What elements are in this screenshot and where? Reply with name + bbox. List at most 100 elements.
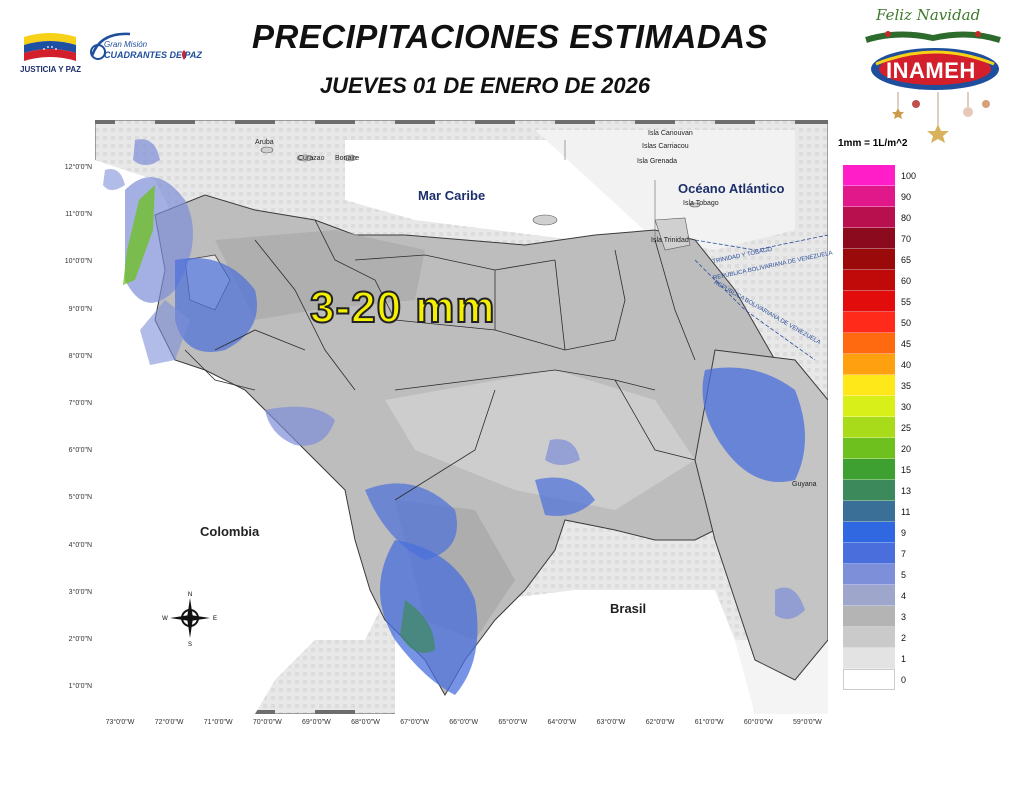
legend-row: 65 [843, 249, 916, 270]
legend-swatch [843, 228, 895, 249]
legend-row: 80 [843, 207, 916, 228]
legend-row: 50 [843, 312, 916, 333]
legend-label: 45 [901, 338, 912, 349]
label-aruba: Aruba [255, 139, 274, 146]
legend-label: 20 [901, 443, 912, 454]
legend-label: 1 [901, 653, 907, 664]
legend-label: 50 [901, 317, 912, 328]
legend-swatch [843, 270, 895, 291]
legend-swatch [843, 480, 895, 501]
legend-label: 9 [901, 527, 907, 538]
compass-e: E [213, 616, 217, 622]
legend-label: 7 [901, 548, 907, 559]
longitude-tick-label: 61°0'0"W [694, 719, 724, 726]
compass-s: S [188, 642, 192, 646]
label-mar-caribe: Mar Caribe [418, 188, 486, 203]
legend-row: 30 [843, 396, 916, 417]
gran-mision-label: Gran Misión [104, 40, 148, 49]
compass-w: W [162, 616, 168, 622]
legend-row: 1 [843, 648, 916, 669]
precipitation-map [95, 120, 828, 714]
latitude-tick-label: 5°0'0"N [68, 494, 92, 502]
state-boundaries [184, 219, 696, 501]
legend-label: 70 [901, 233, 912, 244]
legend-swatch [843, 543, 895, 564]
inameh-logo-text: INAMEH [886, 58, 976, 83]
map-date: JUEVES 01 DE ENERO DE 2026 [319, 73, 651, 98]
longitude-tick-label: 68°0'0"W [351, 719, 380, 726]
label-bonaire: Bonaire [335, 155, 360, 162]
longitude-tick-label: 62°0'0"W [645, 719, 675, 726]
legend-row: 20 [843, 438, 916, 459]
longitude-tick-label: 67°0'0"W [400, 719, 429, 726]
legend-row: 9 [843, 522, 916, 543]
legend-swatch [843, 627, 895, 648]
longitude-tick-label: 59°0'0"W [792, 719, 822, 726]
legend-label: 55 [901, 296, 912, 307]
precipitation-range-label: 3-20 mm [309, 282, 496, 333]
label-isla-grenada: Isla Grenada [637, 158, 678, 165]
justicia-y-paz-label: JUSTICIA Y PAZ [20, 65, 82, 74]
precipitation-areas [103, 139, 805, 695]
legend-row: 60 [843, 270, 916, 291]
latitude-tick-label: 9°0'0"N [68, 305, 92, 313]
legend-swatch [843, 522, 895, 543]
legend-swatch [843, 249, 895, 270]
label-isla-tobago: Isla Tobago [683, 200, 719, 207]
precipitation-legend: 100 90 80 70 65 60 55 50 45 40 35 30 25 20 15 13 11 9 7 5 4 3… [843, 165, 916, 690]
legend-swatch [843, 585, 895, 606]
legend-row: 70 [843, 228, 916, 249]
legend-row: 11 [843, 501, 916, 522]
legend-swatch [843, 438, 895, 459]
legend-label: 4 [901, 590, 907, 601]
legend-row: 100 [843, 165, 916, 186]
cuadrantes-de-paz-label: CUADRANTES DE PAZ [104, 50, 202, 60]
holiday-greeting: Feliz Navidad [876, 6, 981, 24]
label-guyana: Guyana [792, 481, 817, 488]
latitude-tick-label: 6°0'0"N [68, 447, 92, 455]
latitude-tick-label: 3°0'0"N [68, 588, 92, 596]
legend-label: 80 [901, 212, 912, 223]
label-oceano-atlantico: Océano Atlántico [678, 181, 785, 196]
legend-swatch [843, 207, 895, 228]
holiday-decoration [865, 31, 1001, 143]
legend-swatch [843, 648, 895, 669]
legend-swatch [843, 354, 895, 375]
label-isla-trinidad: Isla Trinidad [651, 237, 689, 244]
legend-label: 11 [901, 506, 911, 517]
legend-label: 25 [901, 422, 912, 433]
legend-label: 100 [901, 170, 917, 181]
longitude-tick-label: 65°0'0"W [498, 719, 528, 726]
longitude-tick-label: 64°0'0"W [547, 719, 577, 726]
legend-swatch [843, 165, 895, 186]
legend-swatch [843, 417, 895, 438]
legend-row: 90 [843, 186, 916, 207]
legend-row: 4 [843, 585, 916, 606]
legend-row: 40 [843, 354, 916, 375]
longitude-tick-label: 73°0'0"W [105, 719, 135, 726]
latitude-tick-label: 10°0'0"N [64, 258, 92, 266]
legend-row: 35 [843, 375, 916, 396]
longitude-tick-label: 72°0'0"W [154, 719, 184, 726]
legend-label: 15 [901, 464, 912, 475]
latitude-tick-label: 1°0'0"N [68, 683, 92, 691]
longitude-tick-label: 63°0'0"W [596, 719, 626, 726]
compass-n: N [188, 592, 192, 598]
legend-label: 40 [901, 359, 912, 370]
legend-swatch [843, 333, 895, 354]
legend-swatch [843, 606, 895, 627]
label-islas-carriacou: Islas Carriacou [642, 143, 689, 150]
legend-label: 13 [901, 485, 912, 496]
legend-swatch [843, 312, 895, 333]
latitude-tick-label: 12°0'0"N [64, 164, 92, 171]
legend-label: 0 [901, 674, 907, 685]
legend-label: 30 [901, 401, 912, 412]
latitude-tick-label: 8°0'0"N [68, 352, 92, 360]
legend-swatch [843, 669, 895, 690]
legend-row: 7 [843, 543, 916, 564]
legend-swatch [843, 396, 895, 417]
legend-label: 5 [901, 569, 907, 580]
compass-rose-icon: N S E W [162, 592, 217, 646]
legend-label: 3 [901, 611, 907, 622]
longitude-tick-label: 60°0'0"W [743, 719, 773, 726]
